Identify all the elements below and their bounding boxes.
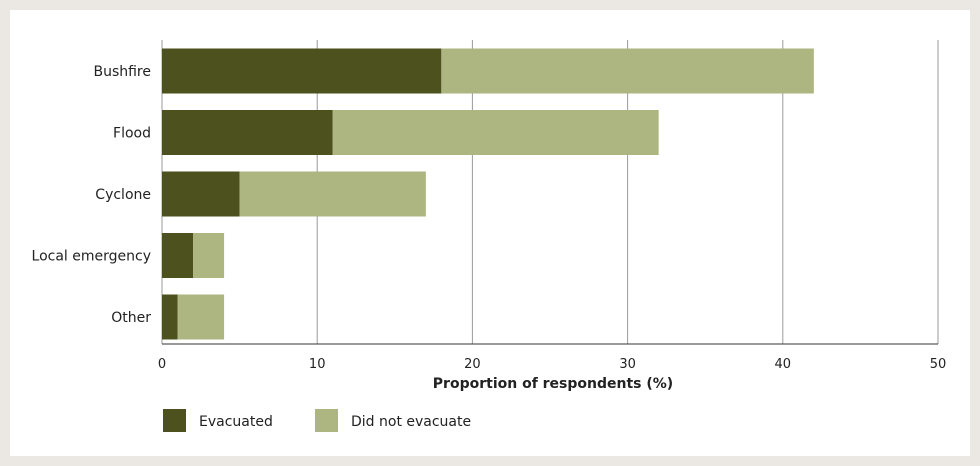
bar-segment [332,110,659,155]
bar-segment [239,171,426,217]
legend-swatch [315,409,338,432]
x-tick-labels: 0 10 20 30 40 50 [158,357,946,372]
category-label: Bushfire [93,64,151,80]
bar-segment [441,48,814,94]
bar-segment [162,48,442,94]
bars [162,48,814,340]
bar-segment [162,110,333,155]
legend: Evacuated Did not evacuate [163,409,471,432]
stacked-bar-chart: Bushfire Flood Cyclone Local emergency Other… [32,40,946,432]
x-tick-label: 30 [619,357,636,372]
bar-segment [162,294,178,340]
legend-label: Evacuated [199,414,273,430]
chart-panel: Bushfire Flood Cyclone Local emergency Other… [10,10,970,456]
x-axis-title: Proportion of respondents (%) [433,376,673,392]
category-label: Flood [113,126,151,142]
legend-swatch [163,409,186,432]
category-labels: Bushfire Flood Cyclone Local emergency Other [32,64,152,326]
category-label: Other [111,310,151,326]
x-tick-label: 40 [775,357,792,372]
x-tick-label: 0 [158,357,166,372]
category-label: Local emergency [32,249,151,265]
category-label: Cyclone [95,187,151,203]
legend-label: Did not evacuate [351,414,471,430]
bar-segment [162,171,240,217]
x-tick-label: 20 [464,357,481,372]
bar-segment [177,294,225,340]
bar-segment [162,233,194,278]
x-tick-label: 10 [309,357,326,372]
bar-segment [193,233,225,278]
x-tick-label: 50 [930,357,947,372]
